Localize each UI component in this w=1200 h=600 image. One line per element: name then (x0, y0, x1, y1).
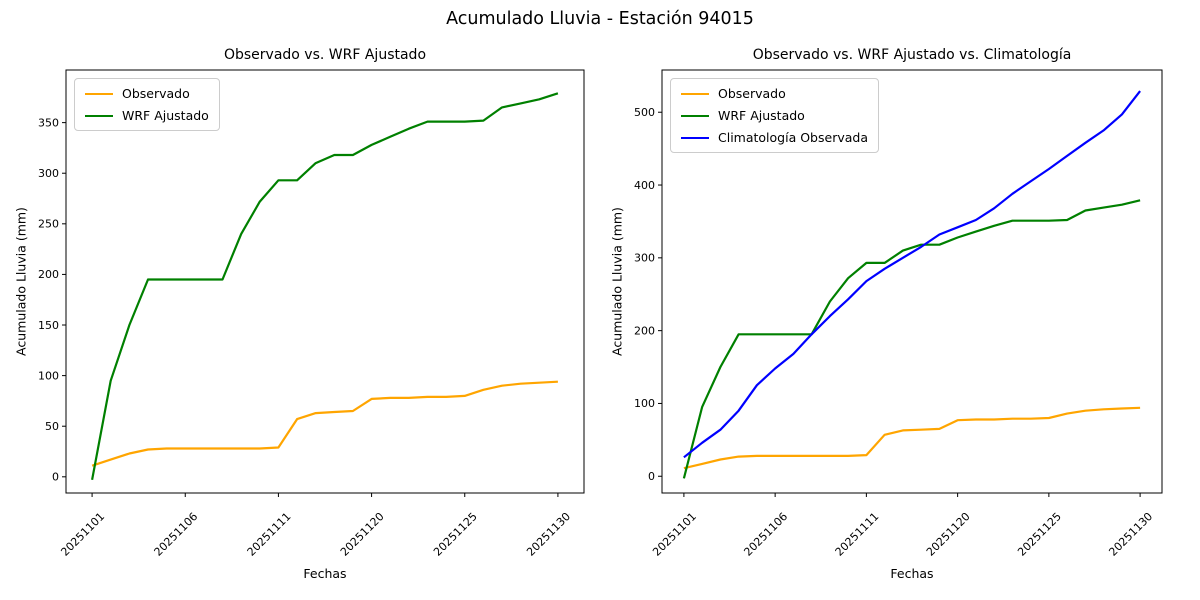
right-ytick-label: 100 (634, 397, 655, 410)
right-xtick-label: 20251101 (650, 510, 699, 559)
left-axes-spines (65, 69, 585, 494)
left-legend-item-observado: Observado (85, 86, 209, 101)
left-xtick-label: 20251125 (431, 510, 480, 559)
left-legend: Observado WRF Ajustado (74, 78, 220, 131)
left-ytick-label: 300 (38, 167, 59, 180)
right-ytick-label: 200 (634, 324, 655, 337)
figure-title: Acumulado Lluvia - Estación 94015 (446, 9, 754, 29)
right-legend-swatch-climatolog-a-observada (681, 136, 709, 139)
right-legend-swatch-observado (681, 92, 709, 95)
right-legend-item-climatolog-a-observada: Climatología Observada (681, 130, 868, 145)
right-xtick-label: 20251130 (1106, 510, 1155, 559)
left-xtick-label: 20251111 (245, 510, 294, 559)
left-xtick-label: 20251130 (524, 510, 573, 559)
right-xtick-label: 20251106 (741, 510, 790, 559)
right-axes-spines (661, 69, 1163, 494)
left-legend-swatch-wrf-ajustado (85, 114, 113, 117)
right-yaxis-label: Acumulado Lluvia (mm) (609, 207, 625, 356)
left-legend-label-wrf-ajustado: WRF Ajustado (122, 108, 209, 123)
right-legend-label-climatolog-a-observada: Climatología Observada (718, 130, 868, 145)
right-line-climatolog-a-observada (683, 90, 1141, 459)
left-legend-label-observado: Observado (122, 86, 190, 101)
left-ytick-label: 150 (38, 319, 59, 332)
left-ytick-label: 0 (52, 471, 59, 484)
left-xtick-label: 20251120 (338, 510, 387, 559)
right-legend-item-observado: Observado (681, 86, 868, 101)
right-legend-item-wrf-ajustado: WRF Ajustado (681, 108, 868, 123)
right-legend-label-observado: Observado (718, 86, 786, 101)
left-line-observado (91, 380, 558, 467)
left-axes: 0 50 100 150 200 250 300 350 20251101 20251106 202… (38, 69, 585, 559)
left-ytick-label: 50 (45, 420, 59, 433)
left-ytick-label: 350 (38, 116, 59, 129)
left-subplot-title: Observado vs. WRF Ajustado (223, 47, 427, 63)
right-xtick-label: 20251111 (833, 510, 882, 559)
left-legend-item-wrf-ajustado: WRF Ajustado (85, 108, 209, 123)
right-ytick-label: 500 (634, 106, 655, 119)
left-xtick-label: 20251106 (152, 510, 201, 559)
left-ytick-label: 200 (38, 268, 59, 281)
right-legend-swatch-wrf-ajustado (681, 114, 709, 117)
right-ytick-label: 0 (648, 470, 655, 483)
right-ytick-label: 400 (634, 179, 655, 192)
left-yaxis-label: Acumulado Lluvia (mm) (13, 207, 29, 356)
left-xtick-label: 20251101 (58, 510, 107, 559)
right-line-wrf-ajustado (682, 199, 1141, 479)
right-subplot-title: Observado vs. WRF Ajustado vs. Climatolo… (752, 47, 1072, 63)
left-ytick-label: 250 (38, 218, 59, 231)
right-legend-label-wrf-ajustado: WRF Ajustado (718, 108, 805, 123)
left-line-wrf-ajustado (91, 92, 559, 481)
right-xtick-label: 20251120 (924, 510, 973, 559)
right-xaxis-label: Fechas (890, 566, 934, 581)
right-ytick-label: 300 (634, 252, 655, 265)
left-xaxis-label: Fechas (303, 566, 347, 581)
left-ytick-label: 100 (38, 369, 59, 382)
left-legend-swatch-observado (85, 92, 113, 95)
right-legend: Observado WRF Ajustado Climatología Observ… (670, 78, 879, 153)
right-xtick-label: 20251125 (1015, 510, 1064, 559)
right-line-observado (683, 406, 1141, 470)
